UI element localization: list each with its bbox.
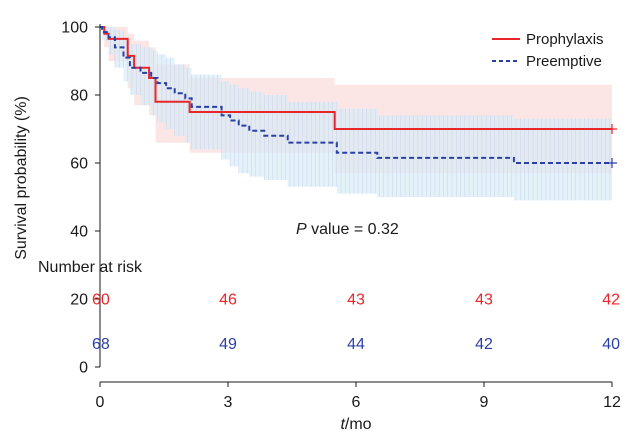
legend: Prophylaxis Preemptive [492,31,604,70]
preemptive-legend-label: Preemptive [526,53,602,70]
prophylaxis-at-risk-value: 60 [92,292,110,309]
x-tick-label: 3 [224,394,233,411]
y-tick-label: 80 [70,88,88,105]
y-tick-label: 20 [70,292,88,309]
preemptive-at-risk-value: 49 [219,336,237,353]
y-tick-label: 60 [70,156,88,173]
x-tick-label: 9 [480,394,489,411]
preemptive-curve [100,26,612,164]
y-tick-label: 0 [79,360,88,377]
risk-table: 60 46 43 43 42 68 49 44 42 40 [92,292,620,354]
x-tick-label: 6 [352,394,361,411]
preemptive-at-risk-value: 42 [475,336,493,353]
y-axis-title: Survival probability (%) [13,96,30,260]
x-axis-title-italic: t [340,416,345,433]
risk-table-title: Number at risk [38,259,143,276]
preemptive-at-risk-value: 68 [92,336,110,353]
p-value-annotation: P value = 0.32 [296,221,399,238]
prophylaxis-at-risk-value: 42 [602,292,620,309]
x-tick-label: 12 [603,394,621,411]
axes: 0 20 40 60 80 100 0 3 6 9 12 [61,20,621,412]
prophylaxis-at-risk-value: 46 [219,292,237,309]
survival-curves [100,26,617,168]
y-tick-label: 100 [61,20,88,37]
preemptive-at-risk-value: 44 [347,336,365,353]
prophylaxis-legend-label: Prophylaxis [526,31,604,48]
x-axis-title: t/mo [340,416,371,433]
preemptive-censor-mark [607,158,617,168]
prophylaxis-curve [100,26,612,130]
p-value-text: value = 0.32 [307,221,399,238]
p-value-letter: P [296,221,307,238]
prophylaxis-at-risk-value: 43 [347,292,365,309]
y-tick-label: 40 [70,224,88,241]
prophylaxis-at-risk-value: 43 [475,292,493,309]
prophylaxis-censor-mark [607,124,617,134]
preemptive-at-risk-value: 40 [602,336,620,353]
x-tick-label: 0 [96,394,105,411]
x-axis-title-rest: /mo [345,416,372,433]
